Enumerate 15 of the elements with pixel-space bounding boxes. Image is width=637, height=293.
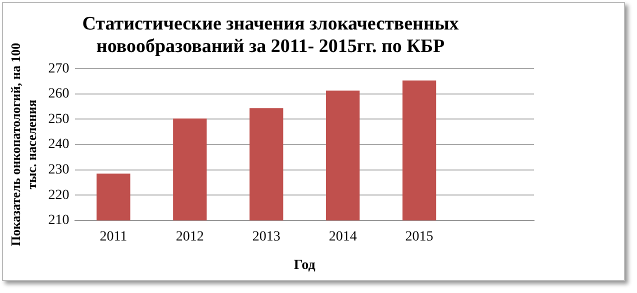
x-tick-label: 2015 bbox=[405, 229, 434, 244]
x-tick-label: 2011 bbox=[100, 229, 128, 244]
x-tick-label: 2013 bbox=[252, 229, 280, 244]
y-tick-label: 260 bbox=[48, 86, 70, 102]
chart-title: Статистические значения злокачественных новообразований за 2011- 2015гг. по КБР bbox=[82, 13, 460, 58]
x-tick-label: 2012 bbox=[176, 229, 204, 244]
y-tick-label: 250 bbox=[48, 112, 70, 127]
y-tick-label: 220 bbox=[48, 188, 70, 203]
y-tick-label: 240 bbox=[48, 137, 70, 152]
y-tick-label: 270 bbox=[48, 61, 70, 76]
y-tick-label: 230 bbox=[48, 162, 70, 178]
x-tick-label: 2014 bbox=[328, 229, 357, 244]
x-axis-title: Год bbox=[294, 258, 316, 274]
y-tick-label: 210 bbox=[48, 213, 70, 228]
y-axis-title: Показатель онкопатологий, на 100 тыс. населения bbox=[8, 42, 39, 246]
